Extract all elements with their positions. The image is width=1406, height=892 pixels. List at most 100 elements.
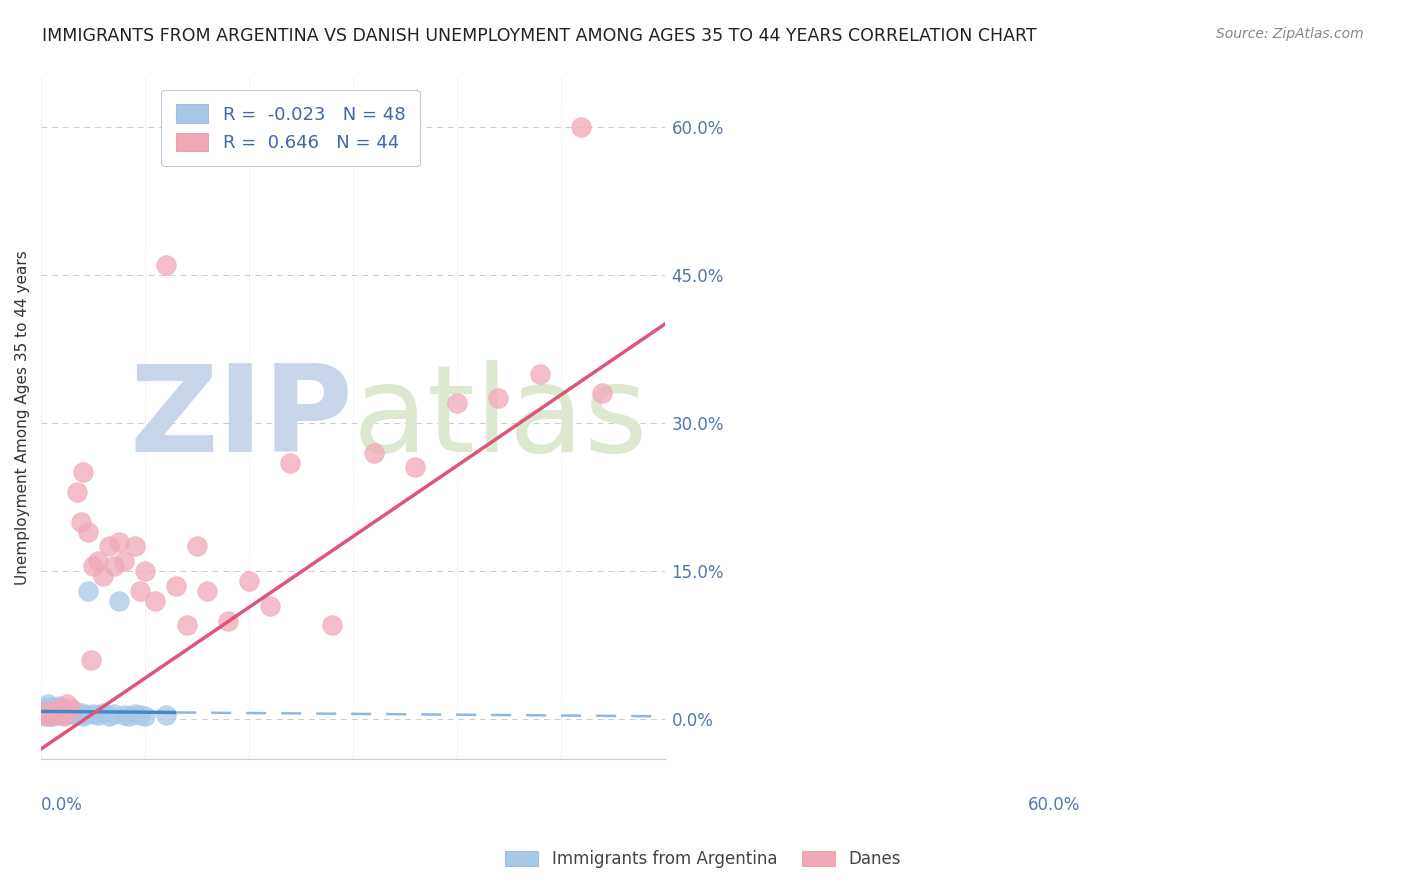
Point — [37, 708, 59, 723]
Point — [186, 540, 208, 554]
Point — [124, 707, 146, 722]
Point — [82, 707, 104, 722]
Point — [73, 707, 96, 722]
Point — [52, 708, 75, 723]
Point — [134, 564, 156, 578]
Point — [49, 703, 72, 717]
Point — [69, 515, 91, 529]
Point — [39, 702, 62, 716]
Point — [108, 594, 131, 608]
Point — [45, 705, 67, 719]
Point — [87, 708, 110, 723]
Point — [52, 709, 75, 723]
Point — [128, 583, 150, 598]
Point — [87, 554, 110, 568]
Point — [72, 709, 94, 723]
Point — [446, 396, 468, 410]
Point — [486, 392, 509, 406]
Point — [103, 559, 125, 574]
Text: 0.0%: 0.0% — [41, 797, 83, 814]
Point — [108, 534, 131, 549]
Point — [37, 700, 59, 714]
Text: IMMIGRANTS FROM ARGENTINA VS DANISH UNEMPLOYMENT AMONG AGES 35 TO 44 YEARS CORRE: IMMIGRANTS FROM ARGENTINA VS DANISH UNEM… — [42, 27, 1036, 45]
Point — [44, 706, 66, 721]
Point — [112, 554, 135, 568]
Point — [38, 709, 60, 723]
Point — [37, 705, 59, 719]
Point — [80, 653, 103, 667]
Point — [37, 698, 59, 712]
Point — [41, 700, 63, 714]
Legend: R =  -0.023   N = 48, R =  0.646   N = 44: R = -0.023 N = 48, R = 0.646 N = 44 — [162, 90, 420, 167]
Point — [63, 706, 86, 720]
Point — [42, 708, 65, 723]
Text: Source: ZipAtlas.com: Source: ZipAtlas.com — [1216, 27, 1364, 41]
Point — [51, 706, 73, 721]
Point — [60, 707, 83, 722]
Point — [38, 707, 60, 722]
Point — [165, 579, 187, 593]
Point — [155, 708, 177, 723]
Point — [97, 709, 120, 723]
Point — [118, 709, 141, 723]
Point — [48, 699, 70, 714]
Point — [45, 701, 67, 715]
Point — [69, 706, 91, 721]
Point — [56, 698, 79, 712]
Point — [42, 707, 65, 722]
Point — [45, 702, 67, 716]
Point — [82, 559, 104, 574]
Point — [195, 583, 218, 598]
Y-axis label: Unemployment Among Ages 35 to 44 years: Unemployment Among Ages 35 to 44 years — [15, 251, 30, 585]
Point — [97, 540, 120, 554]
Text: atlas: atlas — [353, 359, 648, 476]
Point — [35, 705, 58, 719]
Point — [76, 583, 98, 598]
Point — [93, 706, 115, 721]
Point — [238, 574, 260, 588]
Point — [363, 445, 385, 459]
Point — [321, 618, 343, 632]
Point — [41, 706, 63, 721]
Text: ZIP: ZIP — [129, 359, 353, 476]
Point — [35, 702, 58, 716]
Point — [59, 706, 82, 721]
Point — [176, 618, 198, 632]
Point — [49, 707, 72, 722]
Point — [41, 709, 63, 723]
Point — [76, 524, 98, 539]
Point — [155, 258, 177, 272]
Point — [66, 485, 89, 500]
Point — [45, 708, 67, 723]
Point — [52, 701, 75, 715]
Point — [56, 705, 79, 719]
Point — [51, 705, 73, 719]
Point — [41, 706, 63, 720]
Point — [32, 707, 55, 722]
Point — [49, 707, 72, 722]
Point — [112, 708, 135, 723]
Point — [72, 466, 94, 480]
Point — [66, 708, 89, 723]
Point — [32, 707, 55, 722]
Point — [145, 594, 167, 608]
Point — [404, 460, 426, 475]
Point — [591, 386, 613, 401]
Point — [134, 709, 156, 723]
Point — [35, 706, 58, 721]
Point — [259, 599, 281, 613]
Point — [217, 614, 239, 628]
Point — [124, 540, 146, 554]
Point — [93, 569, 115, 583]
Point — [32, 705, 55, 719]
Text: 60.0%: 60.0% — [1028, 797, 1080, 814]
Legend: Immigrants from Argentina, Danes: Immigrants from Argentina, Danes — [498, 844, 908, 875]
Point — [42, 703, 65, 717]
Point — [529, 367, 551, 381]
Point — [60, 702, 83, 716]
Point — [46, 706, 69, 720]
Point — [103, 707, 125, 722]
Point — [280, 456, 302, 470]
Point — [128, 708, 150, 723]
Point — [571, 120, 593, 134]
